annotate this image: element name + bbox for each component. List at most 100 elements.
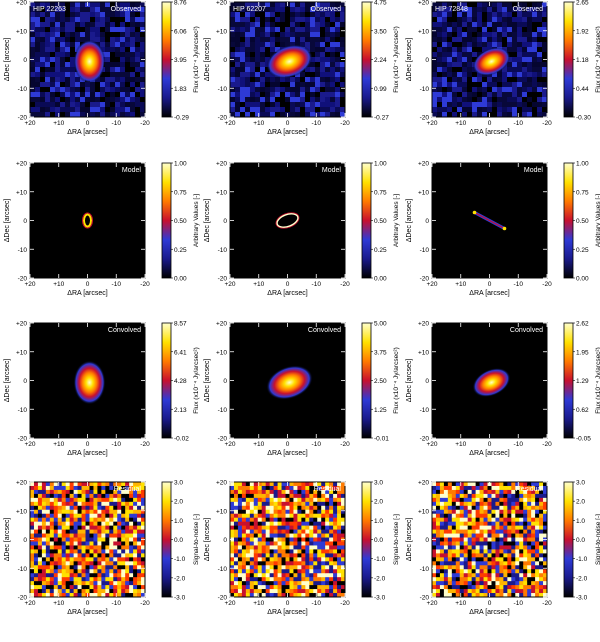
colorbar: 1.00 0.75 0.50 0.25 0.00 Arbitrary Values [-] xyxy=(161,161,200,283)
colorbar-tick-label: 0.75 xyxy=(576,189,589,196)
colorbar-tick-label: 1.18 xyxy=(576,57,589,64)
x-tick-label: +20 xyxy=(224,441,235,448)
colorbar-tick-label: 3.50 xyxy=(374,28,387,35)
y-tick-label: -10 xyxy=(218,247,228,254)
y-axis-label: ΔDec [arcsec] xyxy=(4,359,11,403)
y-tick-label: -20 xyxy=(18,436,28,443)
y-tick-label: -20 xyxy=(218,276,228,283)
y-axis-label: ΔDec [arcsec] xyxy=(406,359,413,403)
colorbar-tick-label: 3.75 xyxy=(374,349,387,356)
x-tick-label: 0 xyxy=(286,120,290,127)
colorbar-tick-label: -0.27 xyxy=(374,115,389,122)
colorbar-tick-label: 1.29 xyxy=(576,378,589,385)
colorbar-tick-label: 0.0 xyxy=(576,537,585,544)
x-tick-label: -20 xyxy=(340,600,350,607)
panel-tag: Observed xyxy=(513,6,543,13)
y-tick-label: -10 xyxy=(420,86,430,93)
colorbar-tick-label: -2.0 xyxy=(576,575,588,582)
y-tick-label: +10 xyxy=(216,508,227,515)
colorbar-label: Flux (x10⁻⁴ Jy/arcsec²) xyxy=(193,26,200,93)
y-tick-label: 0 xyxy=(425,57,429,64)
colorbar-label: Flux (x10⁻⁴ Jy/arcsec²) xyxy=(595,347,600,414)
x-tick-label: +20 xyxy=(426,600,437,607)
y-axis-label: ΔDec [arcsec] xyxy=(4,199,11,243)
x-axis-label: ΔRA [arcsec] xyxy=(469,609,510,616)
x-tick-label: -10 xyxy=(312,600,322,607)
colorbar: 3.0 2.0 1.0 0.0 -1.0 -2.0 -3.0 Signal-to-noise … xyxy=(361,480,400,602)
colorbar-tick-label: 0.62 xyxy=(576,407,589,414)
y-axis-label: ΔDec [arcsec] xyxy=(204,38,211,82)
x-tick-label: -20 xyxy=(340,120,350,127)
target-label: HIP 62207 xyxy=(233,6,266,13)
y-tick-label: +10 xyxy=(216,349,227,356)
x-axis-label: ΔRA [arcsec] xyxy=(267,290,308,297)
x-tick-label: +20 xyxy=(24,441,35,448)
x-tick-label: +10 xyxy=(253,441,264,448)
x-tick-label: -20 xyxy=(140,120,150,127)
colorbar-label: Arbitrary Values [-] xyxy=(393,194,400,248)
x-tick-label: +20 xyxy=(426,441,437,448)
x-tick-label: 0 xyxy=(488,281,492,288)
y-tick-label: -10 xyxy=(218,566,228,573)
colorbar-tick-label: -0.30 xyxy=(576,115,591,122)
x-tick-label: +10 xyxy=(455,441,466,448)
x-axis-label: ΔRA [arcsec] xyxy=(67,450,108,457)
y-tick-label: -20 xyxy=(18,276,28,283)
y-tick-label: +20 xyxy=(16,480,27,487)
x-tick-label: -10 xyxy=(514,120,524,127)
colorbar-tick-label: -3.0 xyxy=(174,595,186,602)
colorbar-tick-label: 1.0 xyxy=(174,518,183,525)
colorbar-tick-label: 0.50 xyxy=(576,218,589,225)
y-axis-label: ΔDec [arcsec] xyxy=(204,518,211,562)
y-tick-label: 0 xyxy=(223,378,227,385)
x-tick-label: +10 xyxy=(455,281,466,288)
colorbar-tick-label: 0.00 xyxy=(174,276,187,283)
panel-image xyxy=(432,482,547,597)
y-tick-label: +20 xyxy=(216,480,227,487)
y-tick-label: -20 xyxy=(218,595,228,602)
colorbar: 2.65 1.92 1.18 0.44 -0.30 Flux (x10⁻⁴ Jy/arcs… xyxy=(563,0,600,122)
colorbar-label: Flux (x10⁻⁴ Jy/arcsec²) xyxy=(595,26,600,93)
panel-tag: Model xyxy=(122,167,142,174)
colorbar-tick-label: 0.75 xyxy=(374,189,387,196)
colorbar-tick-label: 8.76 xyxy=(174,0,187,7)
x-tick-label: +10 xyxy=(455,120,466,127)
colorbar-tick-label: 5.00 xyxy=(374,321,387,328)
y-axis-label: ΔDec [arcsec] xyxy=(406,199,413,243)
colorbar-tick-label: -0.02 xyxy=(174,436,189,443)
y-tick-label: +20 xyxy=(418,161,429,168)
panel-image xyxy=(30,482,145,597)
panel-tag: Residual xyxy=(516,486,544,493)
colorbar: 2.62 1.95 1.29 0.62 -0.05 Flux (x10⁻⁴ Jy/arcs… xyxy=(563,321,600,443)
x-tick-label: -20 xyxy=(140,441,150,448)
x-tick-label: +20 xyxy=(24,281,35,288)
colorbar-tick-label: 1.00 xyxy=(576,161,589,168)
panel-tag: Convolved xyxy=(108,327,141,334)
colorbar-label: Flux (x10⁻⁴ Jy/arcsec²) xyxy=(193,347,200,414)
colorbar: 4.75 3.50 2.24 0.99 -0.27 Flux (x10⁻⁴ Jy/arcs… xyxy=(361,0,400,122)
colorbar-tick-label: 1.00 xyxy=(374,161,387,168)
y-tick-label: 0 xyxy=(425,218,429,225)
colorbar-tick-label: -3.0 xyxy=(576,595,588,602)
y-axis-label: ΔDec [arcsec] xyxy=(204,359,211,403)
x-tick-label: +20 xyxy=(24,600,35,607)
x-tick-label: -20 xyxy=(340,441,350,448)
y-tick-label: +10 xyxy=(16,189,27,196)
y-axis-label: ΔDec [arcsec] xyxy=(4,38,11,82)
colorbar-label: Signal-to-noise [-] xyxy=(595,514,600,565)
x-tick-label: -20 xyxy=(542,120,552,127)
colorbar-tick-label: 2.0 xyxy=(174,499,183,506)
colorbar-tick-label: 0.0 xyxy=(374,537,383,544)
colorbar-tick-label: -1.0 xyxy=(374,556,386,563)
x-tick-label: 0 xyxy=(86,441,90,448)
y-tick-label: +10 xyxy=(16,349,27,356)
y-tick-label: +20 xyxy=(216,0,227,7)
x-tick-label: -10 xyxy=(312,441,322,448)
x-tick-label: 0 xyxy=(86,281,90,288)
y-tick-label: -10 xyxy=(18,86,28,93)
y-tick-label: -10 xyxy=(420,247,430,254)
colorbar-tick-label: 8.57 xyxy=(174,321,187,328)
x-tick-label: -10 xyxy=(112,281,122,288)
